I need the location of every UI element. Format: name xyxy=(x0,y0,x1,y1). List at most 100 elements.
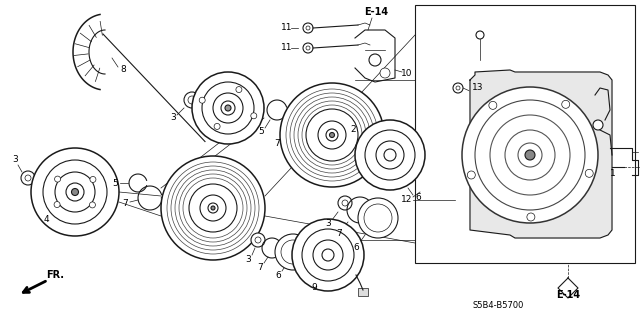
Circle shape xyxy=(221,101,235,115)
Text: 6: 6 xyxy=(275,271,281,279)
Text: 9: 9 xyxy=(311,283,317,292)
Circle shape xyxy=(467,171,476,179)
Bar xyxy=(358,288,368,296)
Circle shape xyxy=(369,54,381,66)
Circle shape xyxy=(200,195,226,221)
Circle shape xyxy=(179,174,247,242)
Circle shape xyxy=(189,184,237,232)
Text: 10: 10 xyxy=(401,69,413,78)
Polygon shape xyxy=(470,70,612,238)
Text: 1: 1 xyxy=(610,168,616,177)
Circle shape xyxy=(338,196,352,210)
Circle shape xyxy=(183,178,243,238)
Text: 7: 7 xyxy=(336,228,342,238)
Circle shape xyxy=(518,143,542,167)
Circle shape xyxy=(66,183,84,201)
Circle shape xyxy=(188,96,196,104)
Circle shape xyxy=(585,169,593,177)
Circle shape xyxy=(292,219,364,291)
Circle shape xyxy=(199,97,205,103)
Text: E-14: E-14 xyxy=(364,7,388,17)
Circle shape xyxy=(290,93,374,177)
Circle shape xyxy=(251,113,257,119)
Circle shape xyxy=(184,92,200,108)
Circle shape xyxy=(43,160,107,224)
Text: 3: 3 xyxy=(245,256,251,264)
Circle shape xyxy=(225,105,231,111)
Circle shape xyxy=(593,120,603,130)
Circle shape xyxy=(281,240,305,264)
Circle shape xyxy=(306,109,358,161)
Text: 6: 6 xyxy=(353,242,359,251)
Circle shape xyxy=(364,204,392,232)
Circle shape xyxy=(167,162,259,254)
Circle shape xyxy=(294,97,370,173)
Text: 11: 11 xyxy=(281,43,292,53)
Circle shape xyxy=(525,150,535,160)
Circle shape xyxy=(171,166,255,250)
Circle shape xyxy=(456,86,460,90)
Circle shape xyxy=(453,83,463,93)
Circle shape xyxy=(90,176,96,182)
Circle shape xyxy=(384,149,396,161)
Circle shape xyxy=(330,132,335,137)
Circle shape xyxy=(505,130,555,180)
Circle shape xyxy=(236,86,242,93)
Text: 12: 12 xyxy=(401,196,413,204)
Circle shape xyxy=(211,206,215,210)
Circle shape xyxy=(562,100,570,108)
Circle shape xyxy=(490,115,570,195)
Circle shape xyxy=(286,89,378,181)
Circle shape xyxy=(303,23,313,33)
Circle shape xyxy=(306,46,310,50)
Circle shape xyxy=(251,233,265,247)
Text: S5B4-B5700: S5B4-B5700 xyxy=(472,301,524,310)
Circle shape xyxy=(302,229,354,281)
Text: 5: 5 xyxy=(112,179,118,188)
Circle shape xyxy=(21,171,35,185)
Circle shape xyxy=(161,156,265,260)
Circle shape xyxy=(322,249,334,261)
Circle shape xyxy=(25,175,31,181)
Circle shape xyxy=(476,31,484,39)
Text: 6: 6 xyxy=(415,194,421,203)
Circle shape xyxy=(275,234,311,270)
Text: 3: 3 xyxy=(325,219,331,228)
Circle shape xyxy=(202,82,254,134)
Text: 11: 11 xyxy=(281,24,292,33)
Text: 8: 8 xyxy=(120,65,126,75)
Circle shape xyxy=(54,176,61,182)
Circle shape xyxy=(318,121,346,149)
Circle shape xyxy=(380,68,390,78)
Text: FR.: FR. xyxy=(46,270,64,280)
Circle shape xyxy=(355,120,425,190)
Text: 3: 3 xyxy=(12,155,18,165)
Circle shape xyxy=(358,198,398,238)
Circle shape xyxy=(303,43,313,53)
Text: E-14: E-14 xyxy=(556,290,580,300)
Circle shape xyxy=(527,213,535,221)
Circle shape xyxy=(208,203,218,213)
Circle shape xyxy=(475,100,585,210)
Circle shape xyxy=(175,170,251,246)
Text: 7: 7 xyxy=(257,263,263,271)
Circle shape xyxy=(342,200,348,206)
Circle shape xyxy=(302,105,362,165)
Circle shape xyxy=(72,189,79,196)
Circle shape xyxy=(214,123,220,130)
Text: 13: 13 xyxy=(472,84,484,93)
Circle shape xyxy=(31,148,119,236)
Text: 2: 2 xyxy=(350,125,356,135)
Circle shape xyxy=(298,101,366,169)
Circle shape xyxy=(365,130,415,180)
Circle shape xyxy=(192,72,264,144)
Text: 5: 5 xyxy=(258,128,264,137)
Circle shape xyxy=(90,202,95,208)
Circle shape xyxy=(376,141,404,169)
Text: 7: 7 xyxy=(122,198,128,207)
Circle shape xyxy=(313,240,343,270)
Circle shape xyxy=(462,87,598,223)
Circle shape xyxy=(213,93,243,123)
Text: 7: 7 xyxy=(274,139,280,149)
Circle shape xyxy=(54,202,60,208)
